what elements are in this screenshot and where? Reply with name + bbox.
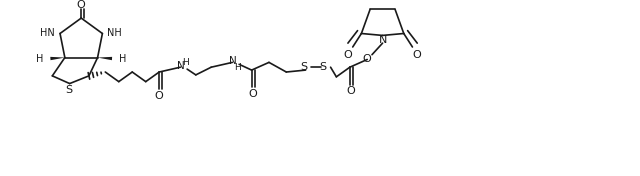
Polygon shape	[51, 57, 65, 60]
Text: H: H	[36, 54, 44, 64]
Text: H: H	[119, 54, 126, 64]
Text: S: S	[319, 62, 326, 72]
Text: O: O	[346, 86, 355, 96]
Text: N: N	[177, 61, 184, 71]
Text: N: N	[228, 56, 236, 66]
Text: H: H	[234, 63, 241, 72]
Text: O: O	[155, 91, 164, 101]
Text: O: O	[413, 50, 422, 60]
Text: N: N	[378, 35, 387, 45]
Text: O: O	[344, 50, 352, 60]
Text: NH: NH	[108, 29, 122, 39]
Text: HN: HN	[40, 29, 55, 39]
Text: S: S	[65, 85, 72, 95]
Text: S: S	[300, 62, 307, 72]
Text: O: O	[77, 0, 86, 10]
Text: O: O	[363, 55, 372, 64]
Polygon shape	[97, 57, 112, 60]
Text: H: H	[182, 58, 189, 67]
Text: O: O	[248, 89, 257, 99]
